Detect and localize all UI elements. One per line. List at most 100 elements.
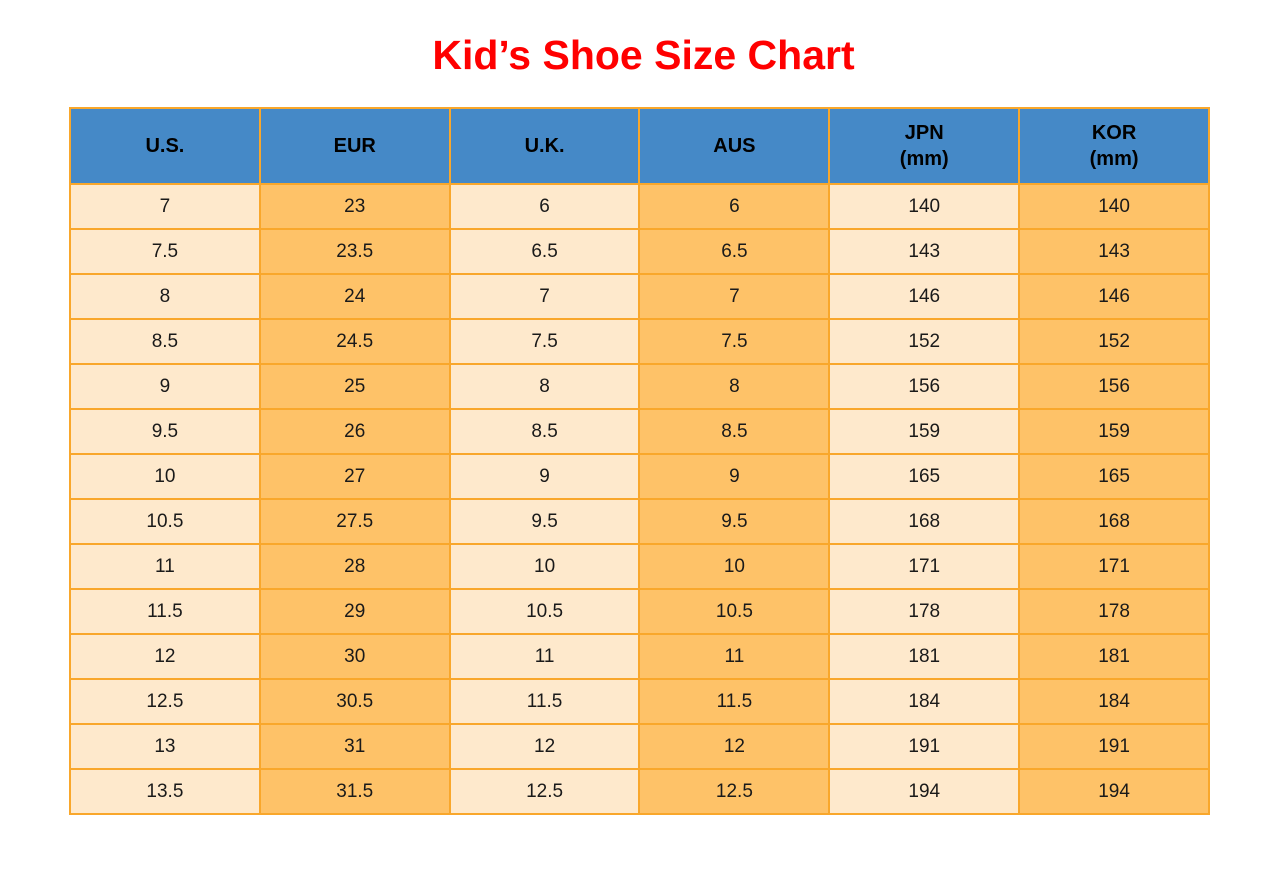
table-cell: 11.5 (448, 678, 641, 725)
table-cell: 10 (448, 543, 641, 590)
column-header-sublabel: (mm) (899, 148, 949, 170)
table-row: 7 23 6 6 140 140 (69, 183, 1210, 230)
table-cell: 7 (448, 273, 641, 320)
table-cell: 25 (258, 363, 451, 410)
table-cell: 30.5 (258, 678, 451, 725)
table-cell: 9.5 (448, 498, 641, 545)
table-cell: 7 (69, 183, 261, 230)
page-title: Kid’s Shoe Size Chart (432, 32, 855, 78)
table-cell: 168 (828, 498, 1021, 545)
table-row: 10 27 9 9 165 165 (69, 453, 1210, 500)
table-cell: 6 (448, 183, 641, 230)
shoe-size-table: U.S. EUR U.K. AUS JPN (mm) (69, 107, 1210, 815)
table-cell: 7 (638, 273, 831, 320)
table-row: 7.5 23.5 6.5 6.5 143 143 (69, 228, 1210, 275)
table-cell: 12.5 (69, 678, 261, 725)
table-row: 9 25 8 8 156 156 (69, 363, 1210, 410)
table-row: 12.5 30.5 11.5 11.5 184 184 (69, 678, 1210, 725)
table-cell: 10.5 (448, 588, 641, 635)
table-cell: 168 (1018, 498, 1210, 545)
table-cell: 140 (1018, 183, 1210, 230)
table-cell: 8.5 (638, 408, 831, 455)
table-cell: 26 (258, 408, 451, 455)
table-cell: 30 (258, 633, 451, 680)
table-cell: 11 (448, 633, 641, 680)
table-cell: 184 (1018, 678, 1210, 725)
table-cell: 12.5 (448, 768, 641, 815)
table-cell: 194 (1018, 768, 1210, 815)
table-cell: 6 (638, 183, 831, 230)
table-cell: 6.5 (638, 228, 831, 275)
table-cell: 178 (828, 588, 1021, 635)
table-row: 8.5 24.5 7.5 7.5 152 152 (69, 318, 1210, 365)
table-cell: 8 (638, 363, 831, 410)
table-cell: 24.5 (258, 318, 451, 365)
table-cell: 23.5 (258, 228, 451, 275)
table-cell: 191 (828, 723, 1021, 770)
table-cell: 9 (448, 453, 641, 500)
table-cell: 152 (1018, 318, 1210, 365)
table-cell: 8 (69, 273, 261, 320)
table-cell: 23 (258, 183, 451, 230)
table-cell: 12.5 (638, 768, 831, 815)
table-cell: 9 (69, 363, 261, 410)
table-cell: 156 (1018, 363, 1210, 410)
table-cell: 7.5 (448, 318, 641, 365)
table-row: 8 24 7 7 146 146 (69, 273, 1210, 320)
table-cell: 31 (258, 723, 451, 770)
table-cell: 27 (258, 453, 451, 500)
table-cell: 9.5 (638, 498, 831, 545)
table-cell: 181 (1018, 633, 1210, 680)
table-cell: 9 (638, 453, 831, 500)
table-cell: 159 (828, 408, 1021, 455)
table-cell: 146 (1018, 273, 1210, 320)
table-cell: 12 (69, 633, 261, 680)
table-cell: 143 (1018, 228, 1210, 275)
table-cell: 24 (258, 273, 451, 320)
table-cell: 165 (1018, 453, 1210, 500)
table-cell: 152 (828, 318, 1021, 365)
table-cell: 7.5 (638, 318, 831, 365)
table-cell: 28 (258, 543, 451, 590)
column-header-label: U.K. (524, 135, 565, 157)
table-row: 13 31 12 12 191 191 (69, 723, 1210, 770)
table-cell: 31.5 (258, 768, 451, 815)
table-cell: 11 (69, 543, 261, 590)
column-header-label: AUS (713, 135, 756, 157)
table-cell: 8 (448, 363, 641, 410)
table-cell: 9.5 (69, 408, 261, 455)
column-header-uk: U.K. (448, 107, 641, 185)
table-cell: 156 (828, 363, 1021, 410)
table-cell: 10.5 (69, 498, 261, 545)
header-row: U.S. EUR U.K. AUS JPN (mm) (69, 107, 1210, 185)
table-body: 7 23 6 6 140 140 7.5 23.5 6.5 6.5 143 143 8 24 7 7 146 14… (69, 183, 1210, 815)
table-cell: 159 (1018, 408, 1210, 455)
table-cell: 194 (828, 768, 1021, 815)
table-cell: 12 (448, 723, 641, 770)
column-header-aus: AUS (638, 107, 831, 185)
table-cell: 13 (69, 723, 261, 770)
column-header-kor: KOR (mm) (1018, 107, 1210, 185)
table-cell: 6.5 (448, 228, 641, 275)
table-cell: 13.5 (69, 768, 261, 815)
table-cell: 181 (828, 633, 1021, 680)
table-cell: 10 (69, 453, 261, 500)
column-header-us: U.S. (69, 107, 261, 185)
table-row: 12 30 11 11 181 181 (69, 633, 1210, 680)
table-cell: 143 (828, 228, 1021, 275)
column-header-label: JPN (904, 122, 944, 144)
table-row: 9.5 26 8.5 8.5 159 159 (69, 408, 1210, 455)
table-cell: 171 (1018, 543, 1210, 590)
table-cell: 191 (1018, 723, 1210, 770)
table-row: 10.5 27.5 9.5 9.5 168 168 (69, 498, 1210, 545)
table-cell: 184 (828, 678, 1021, 725)
table-cell: 11 (638, 633, 831, 680)
table-cell: 10.5 (638, 588, 831, 635)
table-cell: 11.5 (69, 588, 261, 635)
table-cell: 27.5 (258, 498, 451, 545)
column-header-label: KOR (1091, 122, 1137, 144)
table-cell: 8.5 (69, 318, 261, 365)
column-header-sublabel: (mm) (1089, 148, 1139, 170)
table-row: 11 28 10 10 171 171 (69, 543, 1210, 590)
